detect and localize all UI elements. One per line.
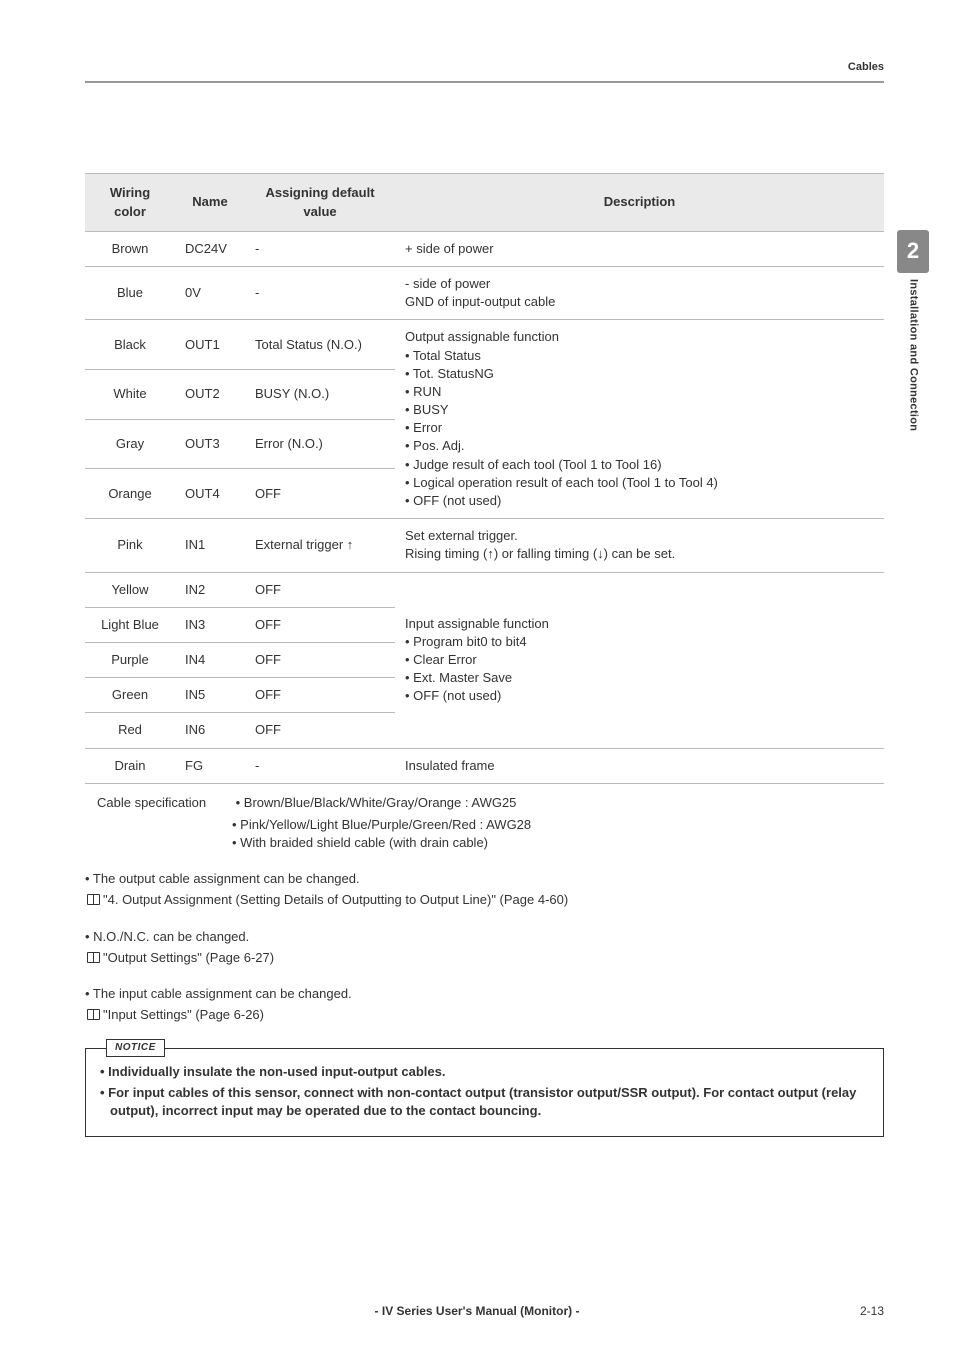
notice-line: • Individually insulate the non-used inp… (100, 1063, 869, 1081)
wiring-table: Wiring color Name Assigning default valu… (85, 173, 884, 783)
section-header: Cables (85, 60, 884, 83)
table-row: Drain FG - Insulated frame (85, 748, 884, 783)
cell-assign: Error (N.O.) (245, 419, 395, 469)
notice-line: • For input cables of this sensor, conne… (100, 1084, 869, 1120)
cell-name: OUT1 (175, 320, 245, 370)
cell-color: White (85, 370, 175, 420)
chapter-number: 2 (897, 230, 929, 273)
cell-desc: Insulated frame (395, 748, 884, 783)
bullet-text: • The output cable assignment can be cha… (85, 870, 884, 888)
cell-assign: OFF (245, 713, 395, 748)
book-icon (87, 894, 100, 905)
notice-box: NOTICE • Individually insulate the non-u… (85, 1048, 884, 1137)
cell-color: Blue (85, 266, 175, 319)
cell-color: Purple (85, 642, 175, 677)
cell-color: Drain (85, 748, 175, 783)
cell-assign: - (245, 231, 395, 266)
cell-name: 0V (175, 266, 245, 319)
cell-assign: - (245, 266, 395, 319)
bullet-item: • The input cable assignment can be chan… (85, 985, 884, 1024)
chapter-title: Installation and Connection (905, 279, 920, 431)
th-wiring-color: Wiring color (85, 174, 175, 231)
cell-name: IN5 (175, 678, 245, 713)
cell-color: Green (85, 678, 175, 713)
book-icon (87, 1009, 100, 1020)
table-row: Blue 0V - - side of power GND of input-o… (85, 266, 884, 319)
cell-assign: BUSY (N.O.) (245, 370, 395, 420)
cable-spec-line: • Pink/Yellow/Light Blue/Purple/Green/Re… (232, 816, 884, 834)
cell-in-desc: Input assignable function • Program bit0… (395, 572, 884, 748)
cell-desc: + side of power (395, 231, 884, 266)
table-row: Pink IN1 External trigger ↑ Set external… (85, 519, 884, 572)
book-icon (87, 952, 100, 963)
bullet-ref: "Input Settings" (Page 6-26) (103, 1007, 264, 1022)
cell-name: OUT4 (175, 469, 245, 519)
cell-name: DC24V (175, 231, 245, 266)
cell-assign: OFF (245, 678, 395, 713)
cell-name: IN3 (175, 607, 245, 642)
page-number: 2-13 (860, 1303, 884, 1320)
table-row: Brown DC24V - + side of power (85, 231, 884, 266)
cell-assign: - (245, 748, 395, 783)
notice-tag: NOTICE (106, 1039, 165, 1057)
th-description: Description (395, 174, 884, 231)
th-name: Name (175, 174, 245, 231)
cell-color: Light Blue (85, 607, 175, 642)
cell-name: IN6 (175, 713, 245, 748)
cell-color: Brown (85, 231, 175, 266)
chapter-tab: 2 Installation and Connection (897, 230, 929, 431)
bullet-item: • The output cable assignment can be cha… (85, 870, 884, 909)
bullet-ref: "Output Settings" (Page 6-27) (103, 950, 274, 965)
cable-spec-line: • Brown/Blue/Black/White/Gray/Orange : A… (236, 795, 517, 810)
footer-title: - IV Series User's Manual (Monitor) - (0, 1303, 954, 1320)
cell-name: IN2 (175, 572, 245, 607)
cell-color: Yellow (85, 572, 175, 607)
cell-desc: Set external trigger. Rising timing (↑) … (395, 519, 884, 572)
cell-desc: - side of power GND of input-output cabl… (395, 266, 884, 319)
cell-assign: OFF (245, 642, 395, 677)
table-row: Yellow IN2 OFF Input assignable function… (85, 572, 884, 607)
cable-spec: Cable specification • Brown/Blue/Black/W… (97, 794, 884, 812)
bullet-text: • The input cable assignment can be chan… (85, 985, 884, 1003)
cell-color: Orange (85, 469, 175, 519)
cell-name: OUT3 (175, 419, 245, 469)
cell-color: Red (85, 713, 175, 748)
cell-assign: External trigger ↑ (245, 519, 395, 572)
cell-name: OUT2 (175, 370, 245, 420)
bullet-text: • N.O./N.C. can be changed. (85, 928, 884, 946)
cell-assign: OFF (245, 469, 395, 519)
cell-assign: Total Status (N.O.) (245, 320, 395, 370)
bullet-ref: "4. Output Assignment (Setting Details o… (103, 892, 568, 907)
cell-out-desc: Output assignable function • Total Statu… (395, 320, 884, 519)
cell-assign: OFF (245, 607, 395, 642)
cell-color: Pink (85, 519, 175, 572)
cell-name: FG (175, 748, 245, 783)
cell-assign: OFF (245, 572, 395, 607)
th-assigning: Assigning default value (245, 174, 395, 231)
table-row: Black OUT1 Total Status (N.O.) Output as… (85, 320, 884, 370)
cable-spec-label: Cable specification (97, 794, 232, 812)
cable-spec-line: • With braided shield cable (with drain … (232, 834, 884, 852)
cell-color: Black (85, 320, 175, 370)
bullet-item: • N.O./N.C. can be changed. "Output Sett… (85, 928, 884, 967)
cell-name: IN1 (175, 519, 245, 572)
cell-color: Gray (85, 419, 175, 469)
cell-name: IN4 (175, 642, 245, 677)
